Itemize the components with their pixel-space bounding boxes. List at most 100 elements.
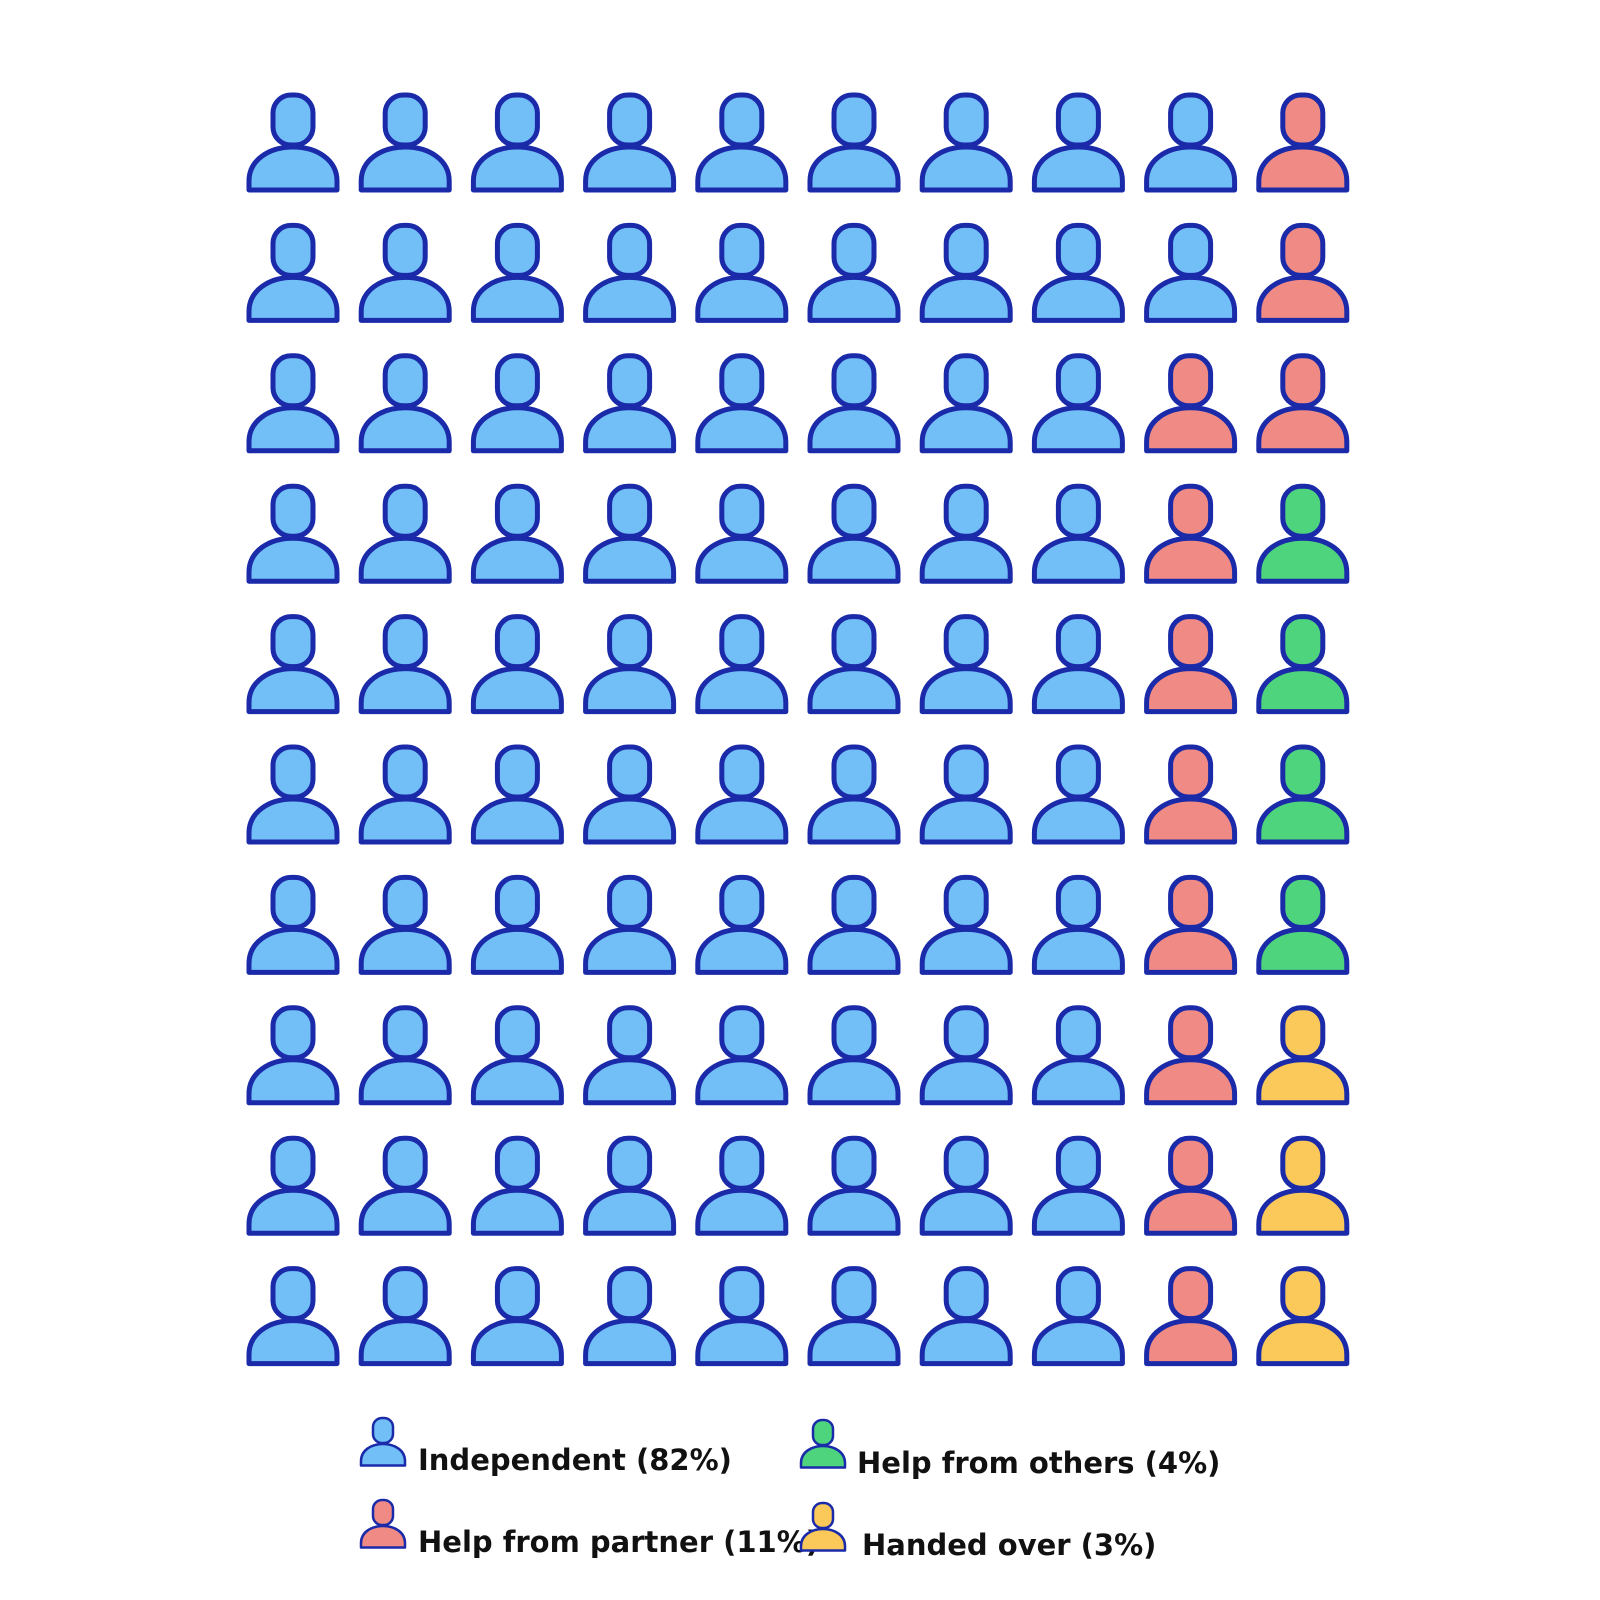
person-icon-help-from-partner-r9-c9	[1144, 1135, 1238, 1236]
person-icon-independent-r3-c3	[470, 353, 564, 454]
person-icon-independent-r5-c2	[358, 614, 452, 715]
legend-item-help-from-partner: Help from partner (11%)	[359, 1498, 819, 1559]
person-icon-independent-r6-c3	[470, 744, 564, 845]
person-icon-independent-r8-c7	[919, 1005, 1013, 1106]
person-icon-independent-r2-c8	[1031, 222, 1125, 323]
legend-swatch-independent	[359, 1416, 407, 1467]
person-icon-independent-r4-c2	[358, 483, 452, 584]
person-icon-independent-r7-c8	[1031, 874, 1125, 975]
person-icon-legend-handed-over	[799, 1501, 847, 1552]
person-icon-independent-r6-c5	[695, 744, 789, 845]
person-icon-independent-r1-c9	[1144, 92, 1238, 193]
person-icon-independent-r8-c4	[583, 1005, 677, 1106]
person-icon-independent-r7-c2	[358, 874, 452, 975]
person-icon-independent-r5-c6	[807, 614, 901, 715]
person-icon-independent-r8-c2	[358, 1005, 452, 1106]
person-icon-help-from-others-r5-c10	[1256, 614, 1350, 715]
person-icon-independent-r10-c4	[583, 1266, 677, 1367]
person-icon-independent-r8-c1	[246, 1005, 340, 1106]
person-icon-independent-r4-c7	[919, 483, 1013, 584]
person-icon-independent-r3-c4	[583, 353, 677, 454]
person-icon-help-from-partner-r8-c9	[1144, 1005, 1238, 1106]
legend-label-handed-over: Handed over (3%)	[862, 1528, 1156, 1562]
person-icon-independent-r2-c4	[583, 222, 677, 323]
legend-item-independent: Independent (82%)	[359, 1416, 732, 1477]
person-icon-help-from-partner-r1-c10	[1256, 92, 1350, 193]
person-icon-independent-r4-c3	[470, 483, 564, 584]
person-icon-independent-r10-c5	[695, 1266, 789, 1367]
person-icon-independent-r4-c4	[583, 483, 677, 584]
person-icon-help-from-partner-r7-c9	[1144, 874, 1238, 975]
person-icon-independent-r4-c8	[1031, 483, 1125, 584]
person-icon-independent-r2-c6	[807, 222, 901, 323]
person-icon-independent-r10-c3	[470, 1266, 564, 1367]
person-icon-independent-r6-c4	[583, 744, 677, 845]
person-icon-independent-r9-c5	[695, 1135, 789, 1236]
person-icon-independent-r2-c9	[1144, 222, 1238, 323]
person-icon-independent-r6-c1	[246, 744, 340, 845]
legend-label-help-from-others: Help from others (4%)	[857, 1446, 1220, 1480]
person-icon-independent-r3-c7	[919, 353, 1013, 454]
legend-label-help-from-partner: Help from partner (11%)	[418, 1525, 819, 1559]
person-icon-independent-r9-c2	[358, 1135, 452, 1236]
person-icon-independent-r9-c7	[919, 1135, 1013, 1236]
person-icon-independent-r8-c5	[695, 1005, 789, 1106]
person-icon-independent-r9-c3	[470, 1135, 564, 1236]
person-icon-independent-r10-c6	[807, 1266, 901, 1367]
person-icon-independent-r7-c5	[695, 874, 789, 975]
person-icon-independent-r4-c6	[807, 483, 901, 584]
person-icon-independent-r7-c4	[583, 874, 677, 975]
person-icon-independent-r9-c1	[246, 1135, 340, 1236]
person-icon-help-from-partner-r2-c10	[1256, 222, 1350, 323]
person-icon-help-from-partner-r3-c10	[1256, 353, 1350, 454]
person-icon-independent-r9-c8	[1031, 1135, 1125, 1236]
person-icon-independent-r3-c1	[246, 353, 340, 454]
person-icon-legend-independent	[359, 1416, 407, 1467]
legend-item-handed-over: Handed over (3%)	[799, 1501, 1156, 1562]
person-icon-independent-r1-c2	[358, 92, 452, 193]
person-icon-help-from-partner-r6-c9	[1144, 744, 1238, 845]
person-icon-independent-r3-c6	[807, 353, 901, 454]
person-icon-help-from-others-r6-c10	[1256, 744, 1350, 845]
person-icon-independent-r7-c3	[470, 874, 564, 975]
person-icon-independent-r6-c8	[1031, 744, 1125, 845]
legend-label-independent: Independent (82%)	[418, 1443, 732, 1477]
legend-swatch-help-from-others	[799, 1418, 847, 1469]
person-icon-independent-r5-c5	[695, 614, 789, 715]
person-icon-independent-r2-c2	[358, 222, 452, 323]
person-icon-help-from-others-r7-c10	[1256, 874, 1350, 975]
person-icon-independent-r3-c8	[1031, 353, 1125, 454]
person-icon-independent-r7-c6	[807, 874, 901, 975]
person-icon-independent-r5-c7	[919, 614, 1013, 715]
person-icon-help-from-partner-r4-c9	[1144, 483, 1238, 584]
person-icon-independent-r1-c8	[1031, 92, 1125, 193]
legend-item-help-from-others: Help from others (4%)	[799, 1418, 1220, 1480]
person-icon-help-from-partner-r5-c9	[1144, 614, 1238, 715]
person-icon-independent-r5-c4	[583, 614, 677, 715]
person-icon-legend-help-from-partner	[359, 1498, 407, 1549]
person-icon-independent-r1-c6	[807, 92, 901, 193]
person-icon-independent-r8-c6	[807, 1005, 901, 1106]
person-icon-independent-r10-c2	[358, 1266, 452, 1367]
person-icon-independent-r1-c4	[583, 92, 677, 193]
person-icon-independent-r1-c7	[919, 92, 1013, 193]
person-icon-independent-r10-c1	[246, 1266, 340, 1367]
person-icon-independent-r3-c5	[695, 353, 789, 454]
icon-grid	[246, 92, 1350, 1367]
person-icon-handed-over-r8-c10	[1256, 1005, 1350, 1106]
person-icon-help-from-others-r4-c10	[1256, 483, 1350, 584]
person-icon-independent-r4-c5	[695, 483, 789, 584]
person-icon-independent-r2-c5	[695, 222, 789, 323]
person-icon-handed-over-r9-c10	[1256, 1135, 1350, 1236]
person-icon-handed-over-r10-c10	[1256, 1266, 1350, 1367]
person-icon-independent-r9-c6	[807, 1135, 901, 1236]
person-icon-independent-r1-c5	[695, 92, 789, 193]
person-icon-independent-r8-c8	[1031, 1005, 1125, 1106]
person-icon-independent-r9-c4	[583, 1135, 677, 1236]
person-icon-help-from-partner-r3-c9	[1144, 353, 1238, 454]
person-icon-independent-r2-c1	[246, 222, 340, 323]
person-icon-legend-help-from-others	[799, 1418, 847, 1469]
person-icon-independent-r5-c3	[470, 614, 564, 715]
person-icon-independent-r6-c6	[807, 744, 901, 845]
